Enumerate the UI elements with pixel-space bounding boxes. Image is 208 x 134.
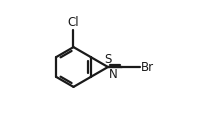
Text: Br: Br [141, 60, 154, 74]
Text: Cl: Cl [68, 16, 79, 29]
Text: S: S [104, 53, 112, 66]
Text: N: N [109, 68, 117, 81]
